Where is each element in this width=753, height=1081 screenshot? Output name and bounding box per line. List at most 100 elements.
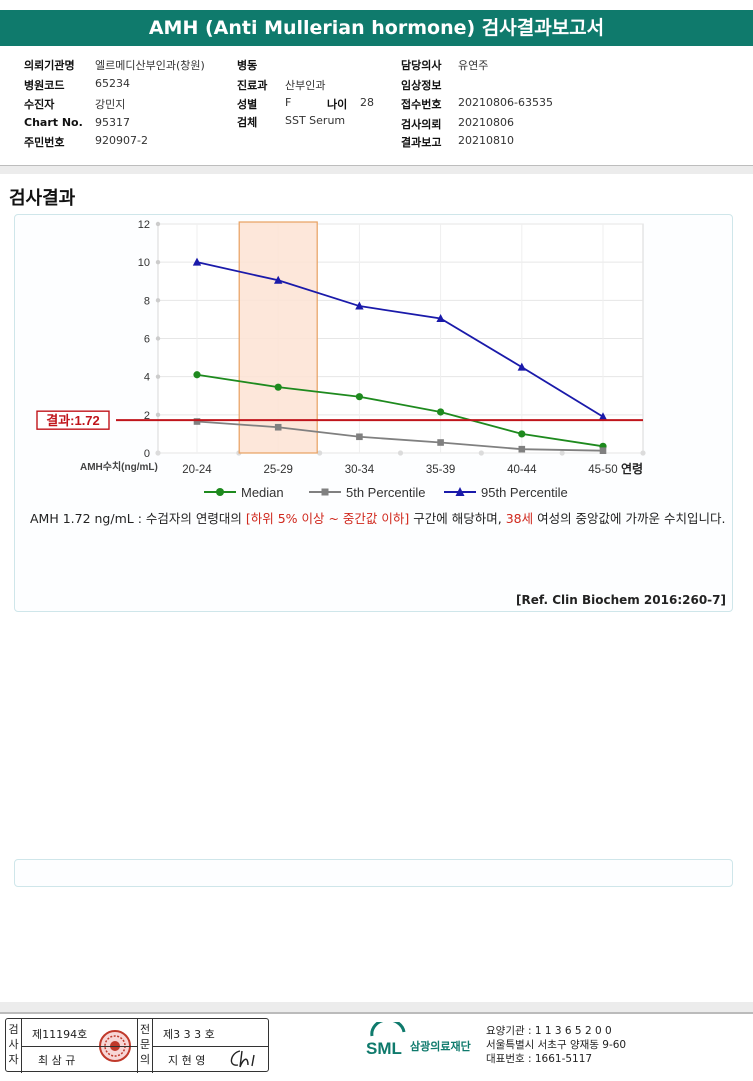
data-point [274, 275, 283, 284]
info-value: 유연주 [458, 59, 489, 72]
specialist-license: 제3 3 3 호 [163, 1028, 215, 1041]
x-tick-label: 25-29 [263, 464, 292, 476]
specialist-name: 지 현 영 [168, 1054, 206, 1067]
info-label: 검체 [237, 116, 258, 129]
info-label: 의뢰기관명 [24, 59, 75, 72]
data-point [518, 430, 526, 438]
y-tick-dot [155, 374, 161, 379]
x-tick-label: 45-50 [588, 464, 617, 476]
info-value: F [285, 96, 292, 109]
y-tick-label: 12 [138, 219, 150, 231]
section-title: 검사결과 [9, 188, 76, 209]
org-line: 요양기관 : 1 1 3 6 5 2 0 0 [486, 1025, 612, 1037]
data-point [518, 445, 526, 453]
tester-label-text: 검사자 [8, 1023, 19, 1066]
legend-marker [321, 488, 329, 496]
org-logo-text: SML [366, 1039, 402, 1058]
info-value: 28 [360, 96, 374, 109]
x-tick-dot [478, 450, 484, 456]
info-label: 접수번호 [401, 98, 442, 111]
data-point [599, 447, 607, 455]
data-point [598, 412, 608, 421]
result-label-box [36, 410, 110, 430]
info-value: 엘르메디산부인과(창원) [95, 59, 205, 72]
info-value: 강민지 [95, 98, 126, 111]
info-label: 담당의사 [401, 59, 442, 72]
data-point [355, 393, 363, 401]
y-tick-dot [155, 336, 161, 341]
comment-highlight-age: 38세 [505, 511, 534, 526]
org-name: 삼광의료재단 [410, 1040, 471, 1053]
legend-label: 5th Percentile [346, 485, 426, 500]
x-tick-label: 40-44 [507, 464, 537, 476]
separator-band [0, 166, 753, 174]
legend-marker [216, 488, 224, 496]
org-info: 요양기관 : 1 1 3 6 5 2 0 0 서울특별시 서초구 양재동 9-6… [486, 1024, 626, 1066]
y-tick-label: 6 [144, 334, 150, 346]
y-tick-label: 4 [144, 372, 150, 384]
reference-citation: [Ref. Clin Biochem 2016:260-7] [516, 593, 726, 607]
info-label: 성별 [237, 98, 258, 111]
info-value: SST Serum [285, 114, 346, 127]
y-tick-dot [155, 412, 161, 418]
info-label: 결과보고 [401, 136, 442, 149]
result-label: 결과:1.72 [46, 413, 100, 428]
y-tick-label: 8 [144, 295, 150, 307]
series-line-median [196, 373, 604, 448]
series-line-95th-percentile [196, 261, 604, 418]
data-point [193, 418, 201, 425]
x-tick-label: 30-34 [345, 464, 375, 476]
y-tick-label: 10 [138, 257, 150, 269]
x-tick-dot [640, 450, 646, 456]
data-point [193, 371, 201, 379]
tester-license: 제11194호 [32, 1028, 88, 1041]
y-tick-dot [155, 298, 161, 303]
data-point [192, 257, 202, 266]
comment-text: 여성의 중앙값에 가까운 수치입니다. [533, 511, 726, 526]
empty-panel [14, 859, 733, 887]
data-point [437, 439, 444, 446]
data-point [356, 433, 363, 441]
x-tick-dot [155, 450, 161, 456]
age-highlight-band [238, 221, 318, 454]
info-label: 수진자 [24, 98, 55, 111]
info-value: 20210806-63535 [458, 96, 553, 109]
series-line-5th-percentile [196, 420, 604, 452]
info-label: 병동 [237, 59, 258, 72]
y-tick-dot [155, 221, 161, 227]
info-label: 임상정보 [401, 79, 442, 92]
data-point [274, 423, 282, 431]
result-comment: AMH 1.72 ng/mL : 수검자의 연령대의 [하위 5% 이상 ~ 중… [30, 509, 730, 528]
info-value: 20210810 [458, 134, 514, 147]
patient-info: 의뢰기관명 엘르메디산부인과(창원) 병원코드 65234 수진자 강민지 Ch… [0, 50, 753, 166]
x-tick-label: 35-39 [426, 464, 455, 476]
comment-text: AMH 1.72 ng/mL : 수검자의 연령대의 [30, 511, 246, 526]
x-tick-dot [559, 450, 565, 456]
specialist-label: 전문의 [137, 1019, 153, 1073]
y-tick-dot [155, 259, 161, 265]
x-tick-label: 20-24 [182, 464, 212, 476]
legend-label: 95th Percentile [481, 485, 568, 500]
info-value: 65234 [95, 77, 130, 90]
y-axis-label: AMH수치(ng/mL) [80, 460, 158, 473]
info-value: 920907-2 [95, 134, 148, 147]
x-tick-dot [317, 450, 323, 456]
info-label: 진료과 [237, 79, 268, 92]
data-point [436, 313, 445, 322]
legend-label: Median [241, 485, 284, 500]
report-header: AMH (Anti Mullerian hormone) 검사결과보고서 [0, 0, 753, 46]
legend-marker [455, 487, 465, 496]
footer-band [0, 1002, 753, 1012]
y-tick-label: 0 [144, 448, 150, 460]
x-tick-dot [397, 450, 404, 456]
x-axis-label: 연령 [621, 461, 643, 476]
data-point [355, 301, 364, 310]
tester-label: 검사자 [6, 1019, 22, 1073]
signature-box: 검사자 제11194호 최 삼 규 전문의 제3 3 3 호 지 현 영 [5, 1018, 269, 1073]
y-tick-label: 2 [144, 410, 150, 422]
report-title: AMH (Anti Mullerian hormone) 검사결과보고서 [0, 10, 753, 46]
sml-logo-icon: SML [366, 1022, 406, 1058]
info-value: 20210806 [458, 116, 514, 129]
specialist-label-text: 전문의 [139, 1023, 151, 1066]
info-label: 병원코드 [24, 79, 65, 92]
